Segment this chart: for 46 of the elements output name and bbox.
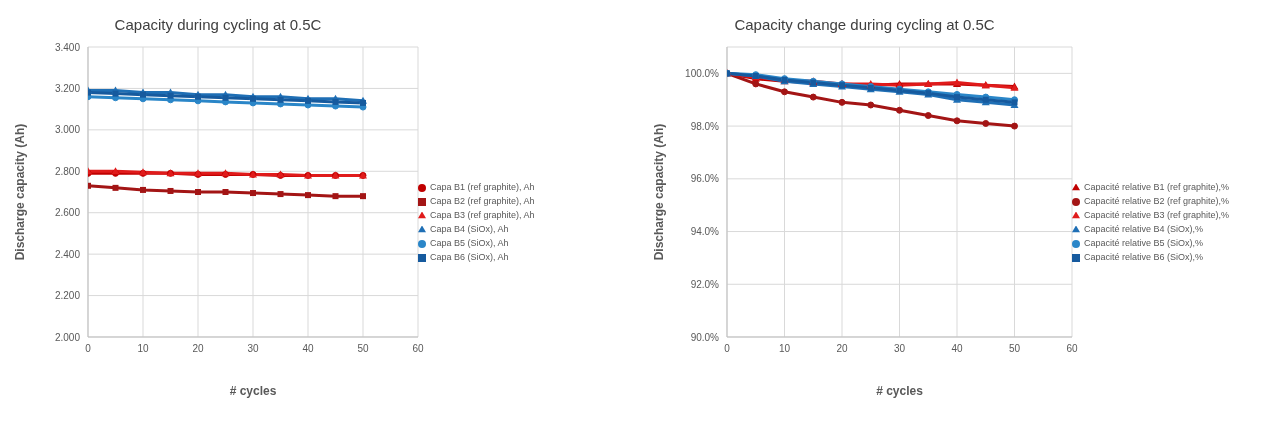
x-tick-label: 40 <box>302 343 314 355</box>
x-tick-label: 30 <box>893 343 906 355</box>
y-tick-label: 3.400 <box>54 41 81 53</box>
x-tick-label: 60 <box>412 343 424 355</box>
x-axis-title: # cycles <box>876 384 924 398</box>
y-tick-label: 2.200 <box>54 290 81 302</box>
x-tick-label: 30 <box>247 343 259 355</box>
x-tick-label: 20 <box>192 343 204 355</box>
legend-label: Capa B1 (ref graphite), Ah <box>430 182 535 192</box>
x-tick-label: 0 <box>724 343 731 355</box>
y-tick-label: 3.200 <box>54 82 81 94</box>
legend-label: Capa B5 (SiOx), Ah <box>430 238 509 248</box>
legend-label: Capacité relative B5 (SiOx),% <box>1084 238 1204 248</box>
legend-label: Capacité relative B2 (ref graphite),% <box>1084 196 1230 206</box>
x-tick-label: 50 <box>357 343 369 355</box>
x-tick-label: 60 <box>1066 343 1078 355</box>
y-tick-label: 2.400 <box>54 248 81 260</box>
legend-label: Capa B6 (SiOx), Ah <box>430 252 509 262</box>
y-tick-label: 2.600 <box>54 207 81 219</box>
y-tick-label: 3.000 <box>54 124 81 136</box>
legend-label: Capa B2 (ref graphite), Ah <box>430 196 535 206</box>
legend-label: Capacité relative B1 (ref graphite),% <box>1084 182 1230 192</box>
y-tick-label: 2.000 <box>54 331 81 343</box>
legend-label: Capa B3 (ref graphite), Ah <box>430 210 535 220</box>
y-tick-label: 98.0% <box>690 120 720 132</box>
x-tick-label: 40 <box>951 343 963 355</box>
chart-title: Capacity change during cycling at 0.5C <box>733 16 996 33</box>
x-tick-label: 10 <box>137 343 149 355</box>
y-tick-label: 96.0% <box>690 173 720 185</box>
x-tick-label: 0 <box>85 343 92 355</box>
y-axis-title: Discharge capacity (Ah) <box>652 123 667 261</box>
y-tick-label: 90.0% <box>690 331 720 343</box>
legend-label: Capa B4 (SiOx), Ah <box>430 224 509 234</box>
y-tick-label: 2.800 <box>54 165 81 177</box>
legend-label: Capacité relative B3 (ref graphite),% <box>1084 210 1230 220</box>
legend-label: Capacité relative B6 (SiOx),% <box>1084 252 1204 262</box>
x-tick-label: 50 <box>1008 343 1021 355</box>
legend-label: Capacité relative B4 (SiOx),% <box>1084 224 1204 234</box>
y-axis-title: Discharge capacity (Ah) <box>13 123 28 261</box>
chart-title: Capacity during cycling at 0.5C <box>113 16 323 33</box>
x-axis-title: # cycles <box>229 384 277 398</box>
y-tick-label: 100.0% <box>685 67 720 79</box>
x-tick-label: 20 <box>836 343 848 355</box>
x-tick-label: 10 <box>778 343 791 355</box>
y-tick-label: 92.0% <box>690 278 720 290</box>
y-tick-label: 94.0% <box>690 226 720 238</box>
